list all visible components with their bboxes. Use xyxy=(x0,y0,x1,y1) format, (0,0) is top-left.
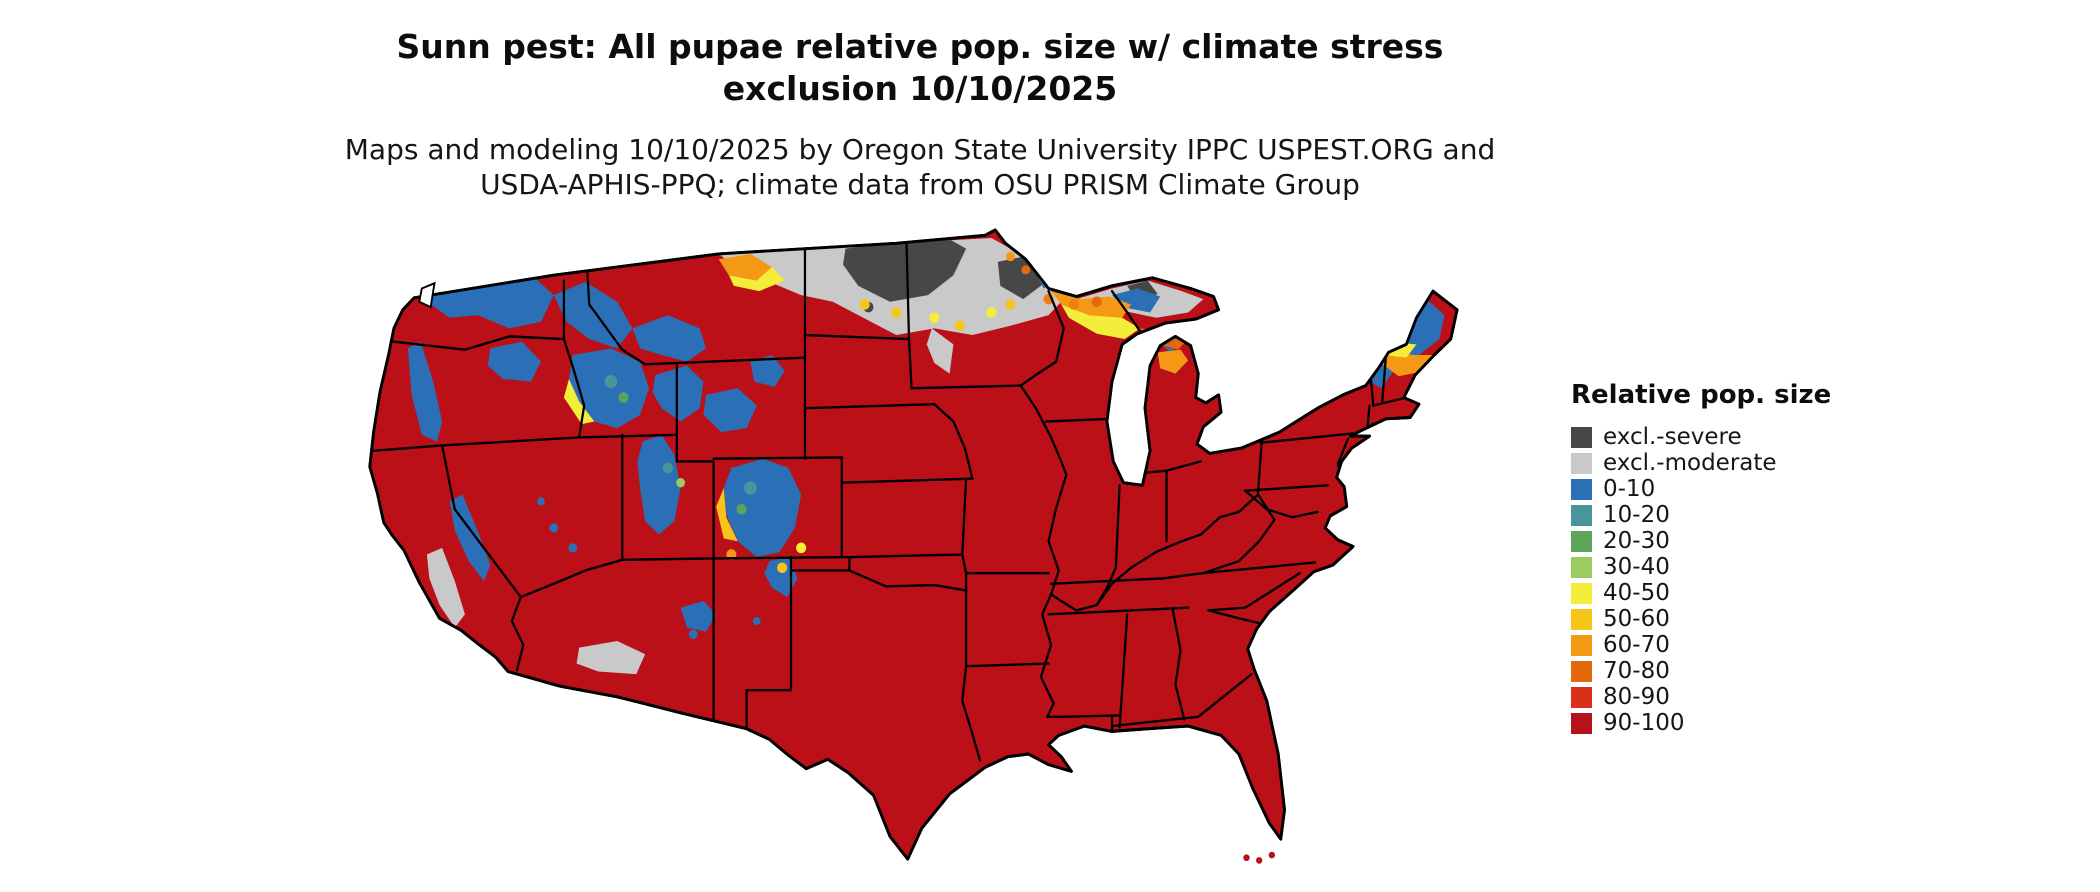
legend-label: 90-100 xyxy=(1603,710,1685,736)
legend-label: 50-60 xyxy=(1603,606,1670,632)
legend-label: excl.-severe xyxy=(1603,424,1742,450)
legend-item: 50-60 xyxy=(1571,606,1831,632)
page-title: Sunn pest: All pupae relative pop. size … xyxy=(320,26,1520,110)
figure-header: Sunn pest: All pupae relative pop. size … xyxy=(320,26,1520,202)
legend-swatch xyxy=(1571,556,1592,578)
legend-item: 20-30 xyxy=(1571,528,1831,554)
legend-item: 80-90 xyxy=(1571,684,1831,710)
puget-sound xyxy=(418,281,436,309)
legend-swatch xyxy=(1571,686,1592,708)
page-subtitle: Maps and modeling 10/10/2025 by Oregon S… xyxy=(320,132,1520,202)
page-title-line1: Sunn pest: All pupae relative pop. size … xyxy=(396,27,1444,66)
legend-item: excl.-severe xyxy=(1571,424,1831,450)
legend-swatch xyxy=(1571,452,1592,474)
legend-swatch xyxy=(1571,712,1592,734)
legend-label: 70-80 xyxy=(1603,658,1670,684)
map-data-layers xyxy=(407,237,1445,675)
page-title-line2: exclusion 10/10/2025 xyxy=(722,69,1118,108)
legend-swatch xyxy=(1571,608,1592,630)
legend-title: Relative pop. size xyxy=(1571,380,1832,410)
legend-swatch xyxy=(1571,660,1592,682)
legend-swatch xyxy=(1571,582,1592,604)
legend-item: 30-40 xyxy=(1571,554,1831,580)
legend-label: 30-40 xyxy=(1603,554,1670,580)
legend-item: excl.-moderate xyxy=(1571,450,1831,476)
legend-label: 40-50 xyxy=(1603,580,1670,606)
legend-swatch xyxy=(1571,504,1592,526)
map-layer-mid-low xyxy=(604,328,1403,515)
legend-item: 90-100 xyxy=(1571,710,1831,736)
us-map-svg xyxy=(368,228,1459,864)
legend-swatch xyxy=(1571,426,1592,448)
legend-label: 60-70 xyxy=(1603,632,1670,658)
legend-label: excl.-moderate xyxy=(1603,450,1777,476)
legend-label: 10-20 xyxy=(1603,502,1670,528)
page-subtitle-line2: USDA-APHIS-PPQ; climate data from OSU PR… xyxy=(480,168,1360,201)
legend-swatch xyxy=(1571,530,1592,552)
legend-label: 20-30 xyxy=(1603,528,1670,554)
legend-items: excl.-severe excl.-moderate 0-10 10-20 20-30… xyxy=(1571,424,1831,736)
page-subtitle-line1: Maps and modeling 10/10/2025 by Oregon S… xyxy=(344,133,1496,166)
us-map xyxy=(300,222,1518,887)
map-layer-outline xyxy=(368,228,1459,861)
legend-item: 70-80 xyxy=(1571,658,1831,684)
legend-item: 10-20 xyxy=(1571,502,1831,528)
legend-swatch xyxy=(1571,634,1592,656)
legend-item: 0-10 xyxy=(1571,476,1831,502)
legend-item: 40-50 xyxy=(1571,580,1831,606)
legend-swatch xyxy=(1571,478,1592,500)
legend-label: 0-10 xyxy=(1603,476,1656,502)
florida-keys xyxy=(1243,851,1276,864)
legend-label: 80-90 xyxy=(1603,684,1670,710)
legend: Relative pop. size excl.-severe excl.-mod… xyxy=(1571,380,1831,736)
map-layer-low-pop xyxy=(407,261,1445,639)
map-layer-state-borders xyxy=(372,239,1408,762)
legend-item: 60-70 xyxy=(1571,632,1831,658)
